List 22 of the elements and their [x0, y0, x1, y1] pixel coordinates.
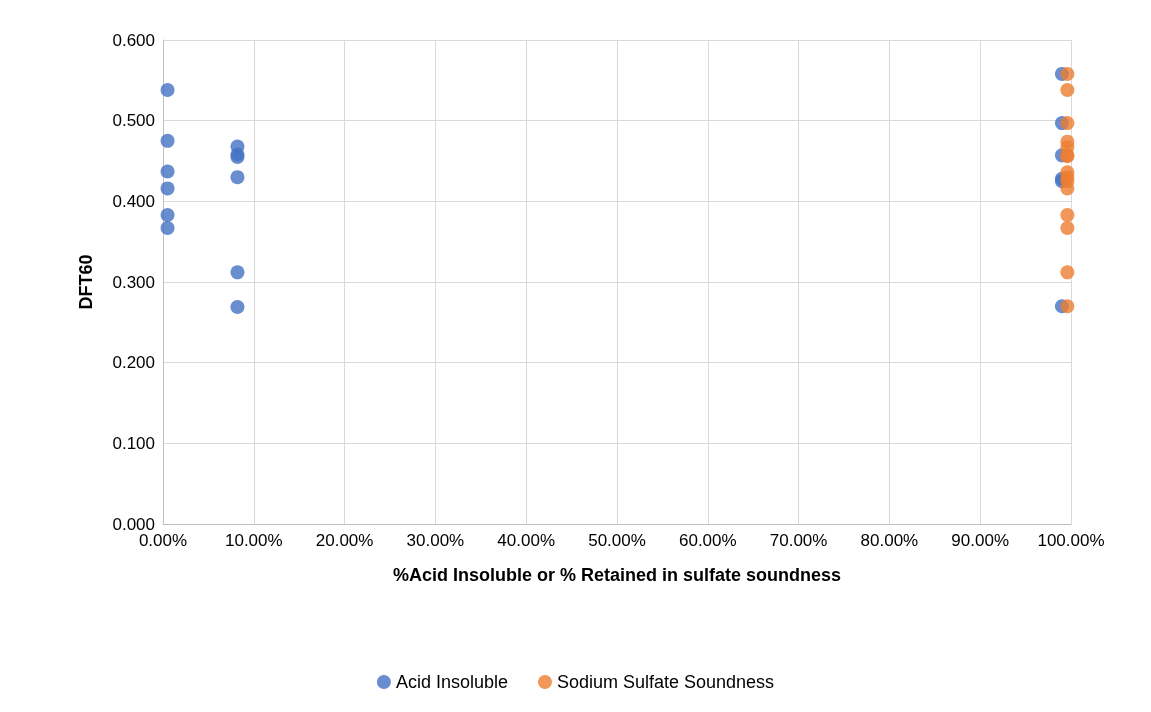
legend-label: Acid Insoluble: [395, 672, 508, 692]
x-tick-label: 60.00%: [678, 531, 737, 550]
x-tick-label: 50.00%: [588, 531, 646, 550]
x-tick-label: 20.00%: [315, 531, 374, 550]
x-tick-label: 100.00%: [1037, 531, 1105, 550]
legend-label: Sodium Sulfate Soundness: [556, 672, 775, 692]
x-tick-label: 90.00%: [951, 531, 1010, 550]
y-tick-label: 0.500: [112, 111, 155, 131]
x-tick-label: 0.00%: [138, 531, 188, 550]
x-tick-label: 80.00%: [860, 531, 919, 550]
y-tick-label: 0.200: [112, 353, 155, 373]
x-tick-label: 30.00%: [406, 531, 465, 550]
y-tick-label: 0.600: [112, 30, 155, 50]
x-tick-label: 10.00%: [224, 531, 283, 550]
x-tick-label: 70.00%: [769, 531, 828, 550]
y-tick-label: 0.400: [112, 191, 155, 211]
y-tick-label: 0.100: [112, 433, 155, 453]
x-axis-title: %Acid Insoluble or % Retained in sulfate soundness: [392, 565, 842, 585]
y-axis-title: DFT60: [76, 254, 96, 310]
y-tick-label: 0.000: [112, 514, 155, 534]
y-tick-label: 0.300: [112, 272, 155, 292]
x-tick-label: 40.00%: [497, 531, 556, 550]
